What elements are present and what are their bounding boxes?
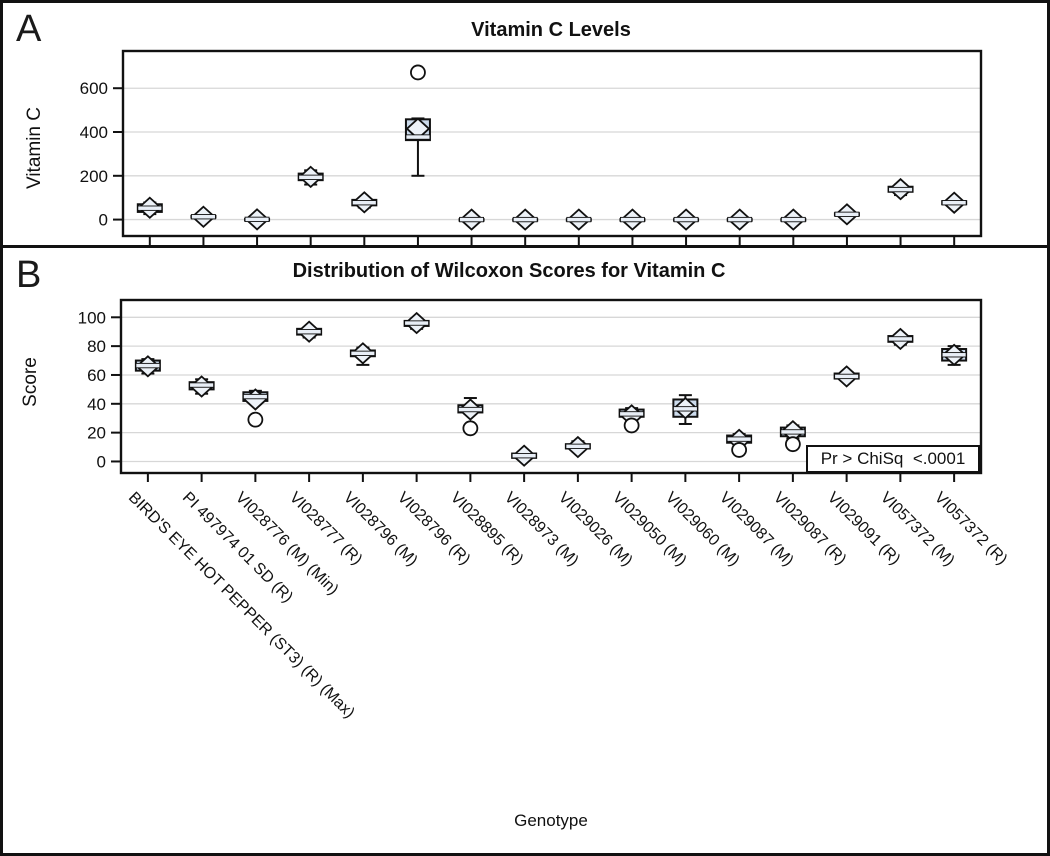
y-tick-label: 80 — [87, 337, 106, 356]
panel-b-plot: 0 20 40 60 80 100 — [78, 298, 983, 482]
y-tick-label: 20 — [87, 424, 106, 443]
boxplot — [296, 320, 323, 343]
y-tick-label: 0 — [99, 211, 108, 230]
boxplot — [458, 208, 485, 231]
boxplot — [887, 177, 914, 201]
y-tick-label: 600 — [80, 79, 108, 98]
boxplot — [351, 191, 378, 214]
outlier-point — [247, 411, 264, 428]
boxplot — [726, 208, 753, 231]
boxplot — [457, 397, 484, 437]
panel-divider — [3, 245, 1047, 248]
outlier-point — [623, 417, 640, 434]
y-tick-label: 400 — [80, 123, 108, 142]
boxplot — [673, 208, 700, 231]
boxplot — [618, 404, 645, 434]
y-tick-label: 40 — [87, 395, 106, 414]
panel-b-letter: B — [16, 254, 42, 296]
boxplot — [297, 165, 324, 189]
boxplot — [134, 355, 161, 378]
boxplot — [136, 196, 163, 219]
panel-b-title: Distribution of Wilcoxon Scores for Vita… — [292, 260, 726, 282]
boxplot — [565, 208, 592, 231]
panel-a-letter: A — [16, 8, 42, 50]
boxplot — [403, 311, 430, 335]
x-axis-title: Genotype — [514, 811, 588, 830]
boxplot — [672, 394, 699, 425]
x-axis-label: VI028776 (M) (Min) — [232, 489, 342, 599]
boxplot — [780, 208, 807, 231]
boxplot — [726, 428, 753, 458]
outlier-point — [462, 420, 479, 437]
boxplot — [404, 64, 431, 177]
panel-b-y-axis-label: Score — [20, 357, 41, 407]
boxplot — [244, 208, 271, 231]
boxplot — [619, 208, 646, 231]
boxplot — [833, 365, 860, 388]
boxplot — [941, 191, 968, 214]
y-tick-label: 200 — [80, 167, 108, 186]
boxplot — [779, 419, 806, 453]
plot-frame — [121, 49, 983, 238]
outlier-point — [410, 64, 426, 81]
boxplot — [564, 435, 591, 459]
y-tick-label: 0 — [97, 452, 106, 471]
panel-a-y-axis-label: Vitamin C — [24, 107, 45, 190]
boxplot — [242, 388, 269, 428]
y-tick-label: 60 — [87, 366, 106, 385]
outlier-point — [784, 436, 801, 453]
boxplot — [349, 342, 376, 366]
boxplot — [188, 375, 215, 398]
chisq-annotation: Pr > ChiSq <.0001 — [806, 445, 980, 473]
panel-a-title: Vitamin C Levels — [471, 19, 631, 41]
boxplot — [887, 327, 914, 351]
panel-a-plot: 0 200 400 600 — [80, 49, 983, 245]
outlier-point — [731, 442, 748, 458]
boxplot — [512, 208, 539, 231]
boxplot — [511, 444, 538, 467]
boxplot — [833, 203, 860, 226]
y-tick-label: 100 — [78, 308, 106, 327]
boxplot — [190, 205, 217, 228]
boxplot — [941, 343, 968, 366]
